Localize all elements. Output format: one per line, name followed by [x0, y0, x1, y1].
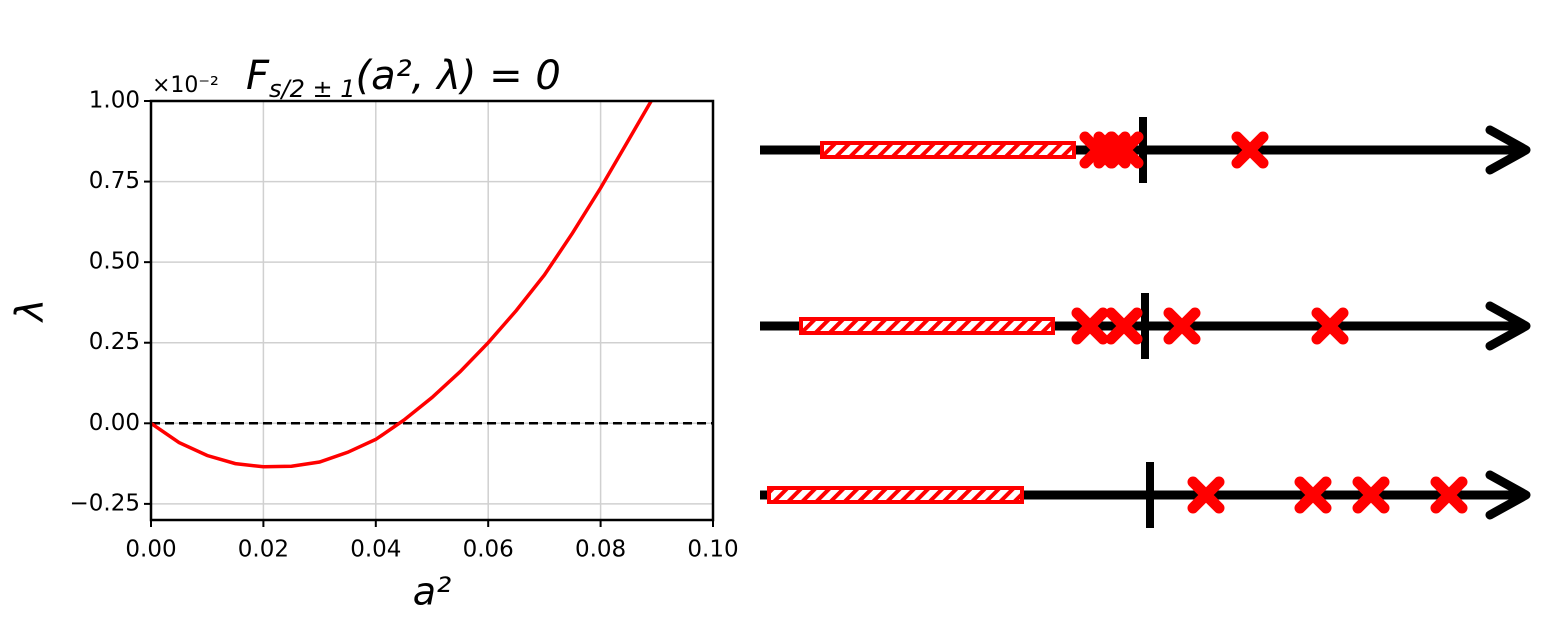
cross-marker	[1430, 476, 1468, 514]
x-tick-label: 0.00	[125, 537, 176, 563]
x-tick-label: 0.02	[238, 537, 289, 563]
offset-text: ×10⁻²	[152, 73, 219, 98]
x-tick-label: 0.10	[687, 537, 738, 563]
title-part: F	[246, 53, 270, 99]
cross-marker	[1071, 307, 1109, 345]
x-axis-label: a²	[413, 570, 452, 614]
arrow-head	[1485, 125, 1531, 175]
y-tick-label: −0.25	[70, 490, 140, 516]
hatched-interval	[820, 141, 1076, 159]
y-tick-label: 0.00	[89, 410, 140, 436]
cross-marker	[1187, 476, 1225, 514]
cross-marker	[1352, 476, 1390, 514]
curve	[150, 100, 653, 469]
cross-marker	[1106, 131, 1144, 169]
chart-title: Fs/2 ± 1(a², λ) = 0	[246, 53, 561, 103]
cross-marker	[1294, 476, 1332, 514]
hatched-interval	[799, 317, 1055, 335]
x-tick-label: 0.08	[575, 537, 626, 563]
y-tick-label: 0.25	[89, 329, 140, 355]
cross-marker	[1231, 131, 1269, 169]
hatched-interval	[767, 486, 1024, 504]
title-part: (a², λ) = 0	[356, 53, 561, 99]
title-part: s/2 ± 1	[269, 75, 356, 103]
cross-marker	[1311, 307, 1349, 345]
cross-marker	[1105, 307, 1143, 345]
arrow-head	[1485, 301, 1531, 351]
cross-marker	[1163, 307, 1201, 345]
x-tick-label: 0.06	[463, 537, 514, 563]
y-tick-label: 0.75	[89, 168, 140, 194]
y-tick-label: 0.50	[89, 249, 140, 275]
y-tick-label: 1.00	[89, 88, 140, 114]
x-tick-label: 0.04	[350, 537, 401, 563]
number-line-diagram	[760, 117, 1531, 528]
plot-frame	[149, 99, 715, 522]
y-axis-label: λ	[8, 299, 52, 324]
arrow-head	[1485, 470, 1531, 520]
